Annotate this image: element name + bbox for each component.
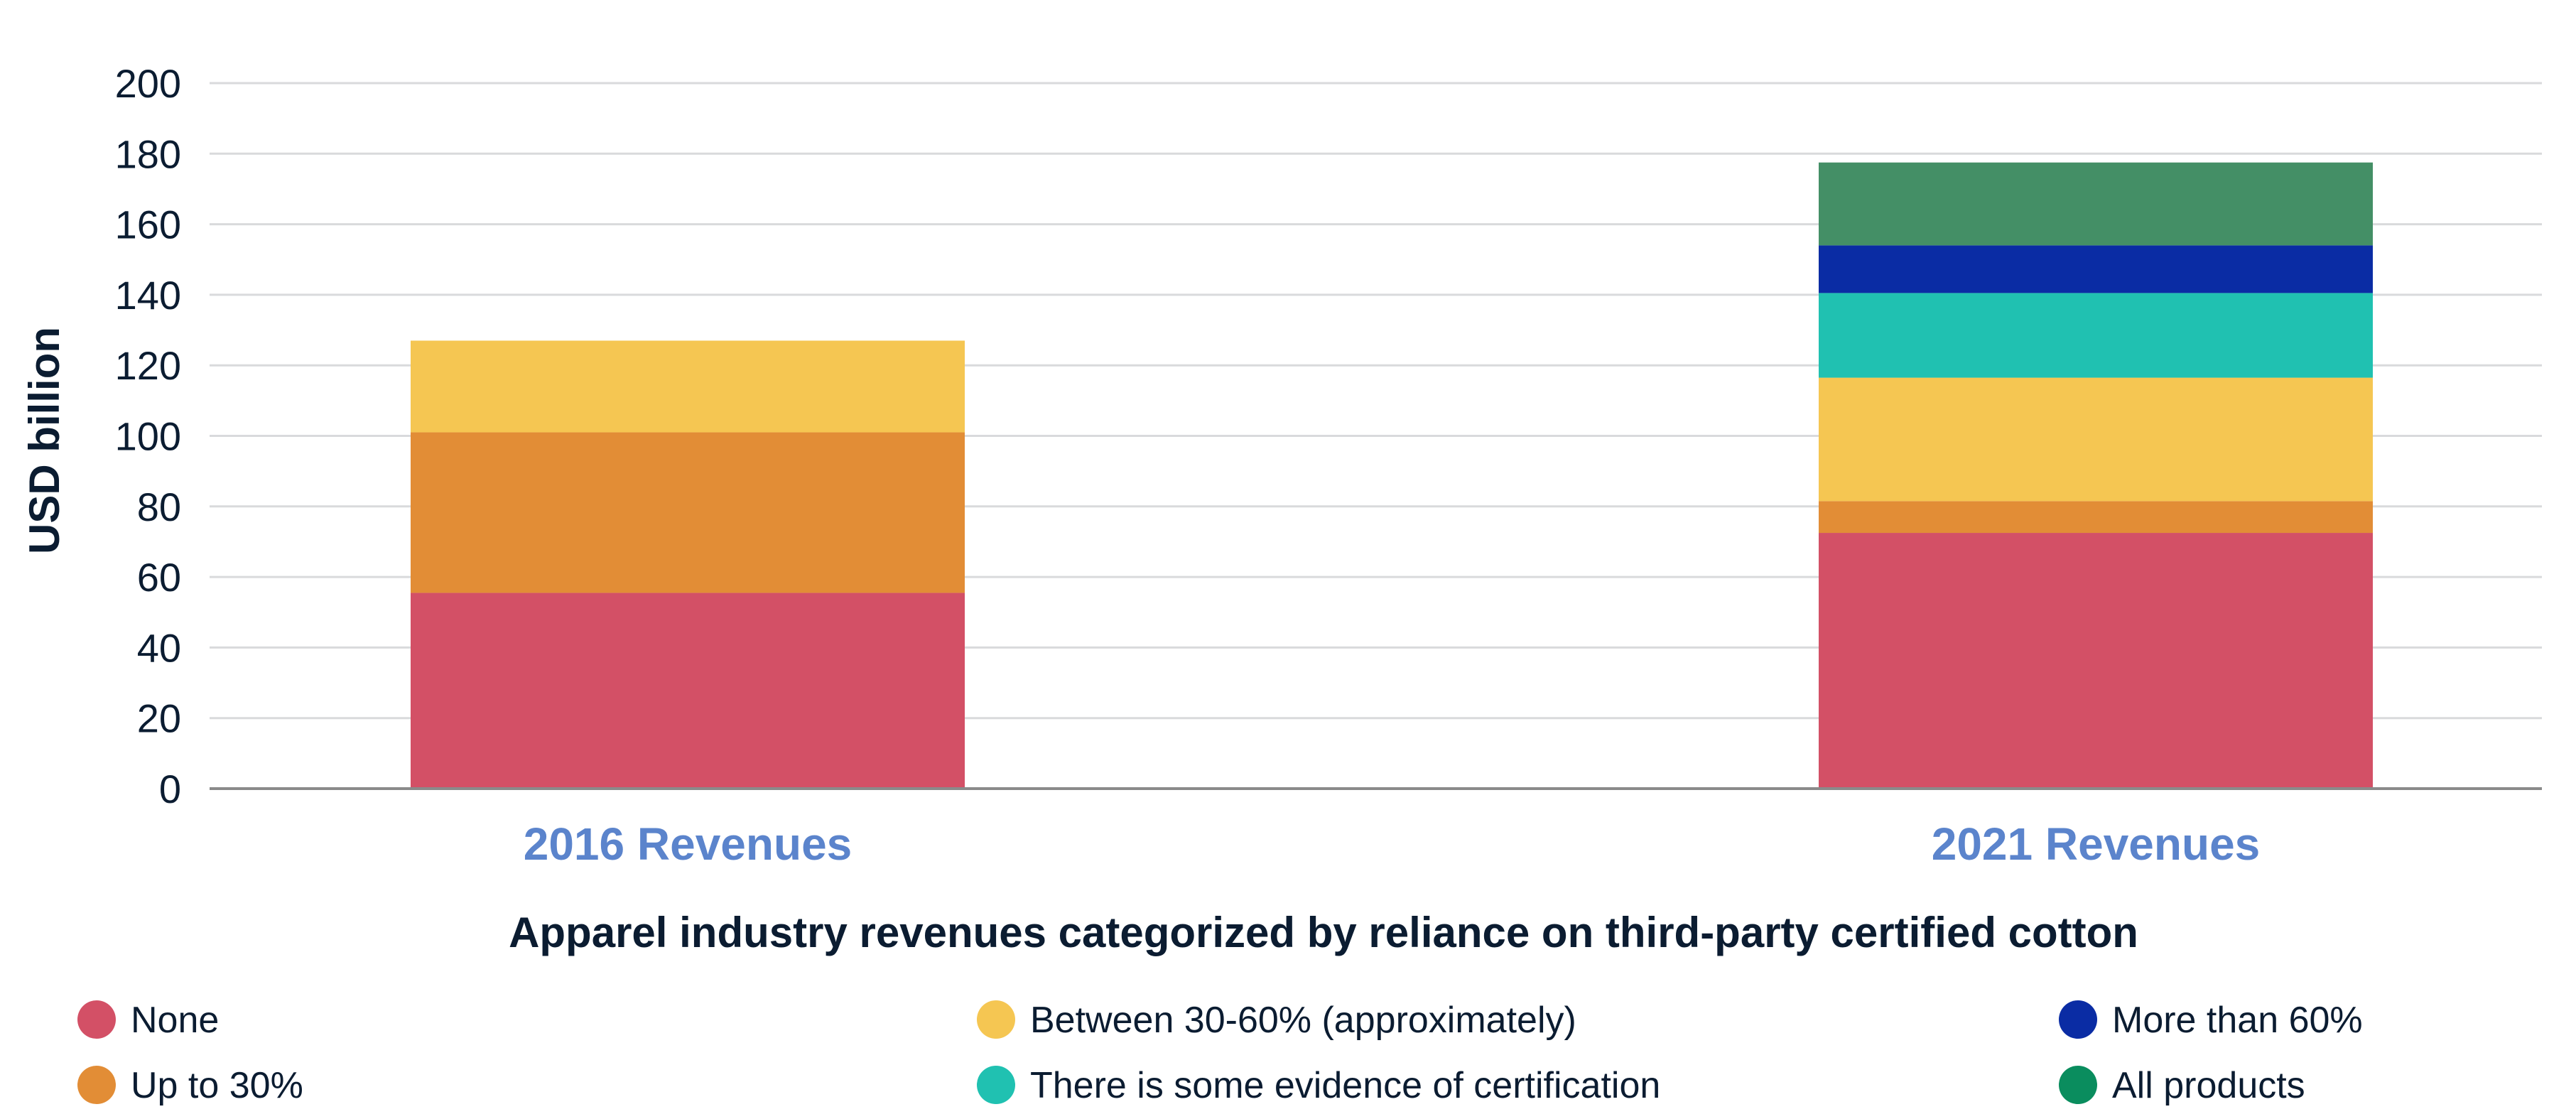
legend-swatch xyxy=(77,1066,116,1104)
legend-swatch xyxy=(77,1000,116,1039)
legend-label: Between 30-60% (approximately) xyxy=(1030,1000,1576,1041)
y-tick-label: 40 xyxy=(137,625,181,670)
bar-segment-2021-revenues-series-2 xyxy=(1819,377,2373,502)
legend-swatch xyxy=(2059,1066,2097,1104)
bar-segment-2021-revenues-series-3 xyxy=(1819,293,2373,378)
bar-segment-2016-revenues-series-2 xyxy=(411,340,965,433)
y-tick-label: 100 xyxy=(115,414,181,459)
y-tick-label: 160 xyxy=(115,202,181,247)
y-tick-label: 0 xyxy=(159,767,181,811)
legend-swatch xyxy=(2059,1000,2097,1039)
legend-label: More than 60% xyxy=(2112,1000,2363,1041)
bars xyxy=(411,162,2373,789)
bar-segment-2021-revenues-series-5 xyxy=(1819,162,2373,246)
bar-segment-2021-revenues-series-4 xyxy=(1819,245,2373,293)
y-tick-label: 180 xyxy=(115,131,181,176)
legend-label: None xyxy=(131,1000,219,1041)
y-tick-label: 20 xyxy=(137,696,181,741)
legend: None Up to 30% Between 30-60% (approximate… xyxy=(77,1000,2363,1106)
x-tick-label: 2016 Revenues xyxy=(524,818,853,870)
bar-segment-2021-revenues-series-1 xyxy=(1819,501,2373,534)
y-tick-label: 60 xyxy=(137,555,181,600)
legend-swatch xyxy=(977,1000,1015,1039)
y-tick-label: 140 xyxy=(115,273,181,318)
legend-label: There is some evidence of certification xyxy=(1030,1065,1660,1106)
axes: 0 20 40 60 80 100 120 140 160 180 200 2016 Revenues… xyxy=(115,61,2542,870)
bar-segment-2021-revenues-series-0 xyxy=(1819,533,2373,789)
y-axis-title: USD billion xyxy=(21,327,68,554)
y-tick-label: 120 xyxy=(115,343,181,388)
bar-segment-2016-revenues-series-1 xyxy=(411,432,965,593)
x-tick-label: 2021 Revenues xyxy=(1932,818,2261,870)
legend-label: Up to 30% xyxy=(131,1065,303,1106)
legend-label: All products xyxy=(2112,1065,2305,1106)
legend-swatch xyxy=(977,1066,1015,1104)
x-axis-title: Apparel industry revenues categorized by… xyxy=(509,909,2138,956)
y-tick-label: 200 xyxy=(115,61,181,106)
y-tick-label: 80 xyxy=(137,485,181,529)
bar-segment-2016-revenues-series-0 xyxy=(411,593,965,789)
